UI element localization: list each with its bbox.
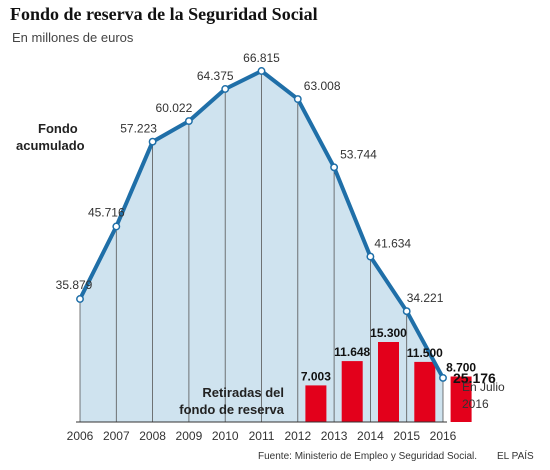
bar-2012 [305, 385, 327, 422]
series-label-retiradas-1: Retiradas del [202, 385, 284, 400]
note-line-1: En Julio [462, 380, 505, 394]
x-tick-label-2010: 2010 [212, 429, 239, 443]
value-label-2015: 34.221 [407, 291, 444, 305]
x-tick-label-2014: 2014 [357, 429, 384, 443]
value-label-2012: 63.008 [304, 79, 341, 93]
bar-label-2014: 15.300 [370, 326, 407, 340]
x-tick-label-2008: 2008 [139, 429, 166, 443]
bar-label-2013: 11.648 [334, 345, 370, 359]
point-2006 [76, 295, 84, 303]
bar-2014 [378, 342, 399, 422]
x-tick-label-2012: 2012 [284, 429, 311, 443]
point-2015 [402, 307, 411, 316]
x-tick-label-2016: 2016 [430, 429, 457, 443]
x-tick-label-2007: 2007 [103, 429, 130, 443]
value-label-2010: 64.375 [197, 69, 234, 83]
brand-label: EL PAÍS [497, 449, 534, 462]
series-label-retiradas-2: fondo de reserva [179, 402, 285, 417]
point-2009 [184, 117, 193, 126]
value-label-2006: 35.879 [56, 278, 93, 292]
x-tick-label-2011: 2011 [249, 429, 275, 443]
point-2011 [257, 67, 266, 75]
bar-label-2012: 7.003 [301, 369, 331, 383]
bar-2013 [341, 361, 363, 422]
x-tick-label-2013: 2013 [321, 429, 348, 443]
series-label-fondo-1: Fondo [38, 121, 78, 136]
value-label-2014: 41.634 [374, 237, 411, 251]
bar-label-2015: 11.500 [407, 346, 443, 360]
value-label-2007: 45.716 [88, 206, 125, 220]
point-2012 [293, 95, 302, 104]
value-label-2008: 57.223 [120, 122, 157, 136]
point-2008 [148, 137, 157, 146]
point-2010 [221, 85, 230, 93]
chart-subtitle: En millones de euros [12, 30, 134, 45]
x-tick-label-2006: 2006 [67, 429, 94, 443]
point-2013 [330, 163, 339, 172]
bar-label-2016: 8.700 [446, 361, 476, 375]
source-note: Fuente: Ministerio de Empleo y Seguridad… [258, 451, 477, 462]
x-tick-label-2009: 2009 [176, 429, 203, 443]
note-line-2: 2016 [462, 397, 489, 411]
point-2014 [366, 252, 375, 261]
bar-2015 [414, 361, 436, 422]
value-label-2009: 60.022 [156, 101, 193, 115]
series-label-fondo-2: acumulado [16, 138, 85, 153]
bar-2016 [450, 376, 472, 422]
point-2007 [112, 222, 121, 231]
point-2016 [439, 373, 447, 382]
value-label-2013: 53.744 [340, 147, 377, 161]
value-label-2016: 25.176 [453, 370, 496, 386]
x-tick-label-2015: 2015 [393, 429, 420, 443]
value-label-2011: 66.815 [243, 51, 280, 65]
chart-title: Fondo de reserva de la Seguridad Social [10, 4, 318, 24]
